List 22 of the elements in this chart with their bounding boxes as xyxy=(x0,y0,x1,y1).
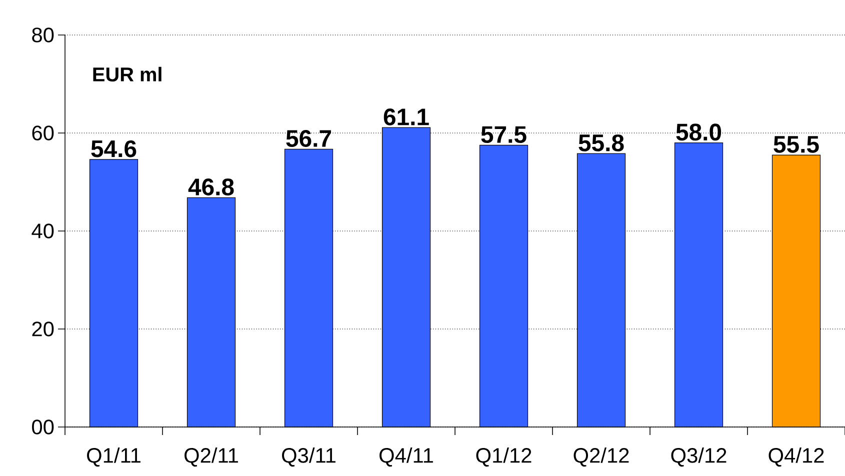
y-tick-label: 40 xyxy=(32,224,54,238)
data-label: 57.5 xyxy=(481,126,526,144)
y-tick-label: 20 xyxy=(32,322,54,336)
data-label: 56.7 xyxy=(286,130,331,147)
data-label: 58.0 xyxy=(676,124,722,141)
data-label: 46.8 xyxy=(188,178,234,196)
y-tick-label: 60 xyxy=(32,126,54,140)
x-tick-label: Q3/11 xyxy=(282,448,336,467)
x-tick-label: Q1/12 xyxy=(476,448,532,467)
y-tick-label: 00 xyxy=(32,420,54,434)
x-tick-label: Q4/11 xyxy=(380,448,433,467)
x-tick-label: Q2/11 xyxy=(184,448,238,467)
x-tick-label: Q3/12 xyxy=(671,448,726,467)
x-tick-label: Q4/12 xyxy=(768,448,824,467)
data-label: 55.5 xyxy=(774,136,819,153)
x-tick-label: Q1/11 xyxy=(87,448,140,467)
x-tick-label: Q2/12 xyxy=(574,448,629,467)
y-tick-label: 80 xyxy=(32,28,54,42)
data-label: 61.1 xyxy=(384,108,429,126)
data-label: 54.6 xyxy=(91,140,136,158)
annotation: EUR ml xyxy=(93,66,162,82)
data-label: 55.8 xyxy=(578,134,624,152)
